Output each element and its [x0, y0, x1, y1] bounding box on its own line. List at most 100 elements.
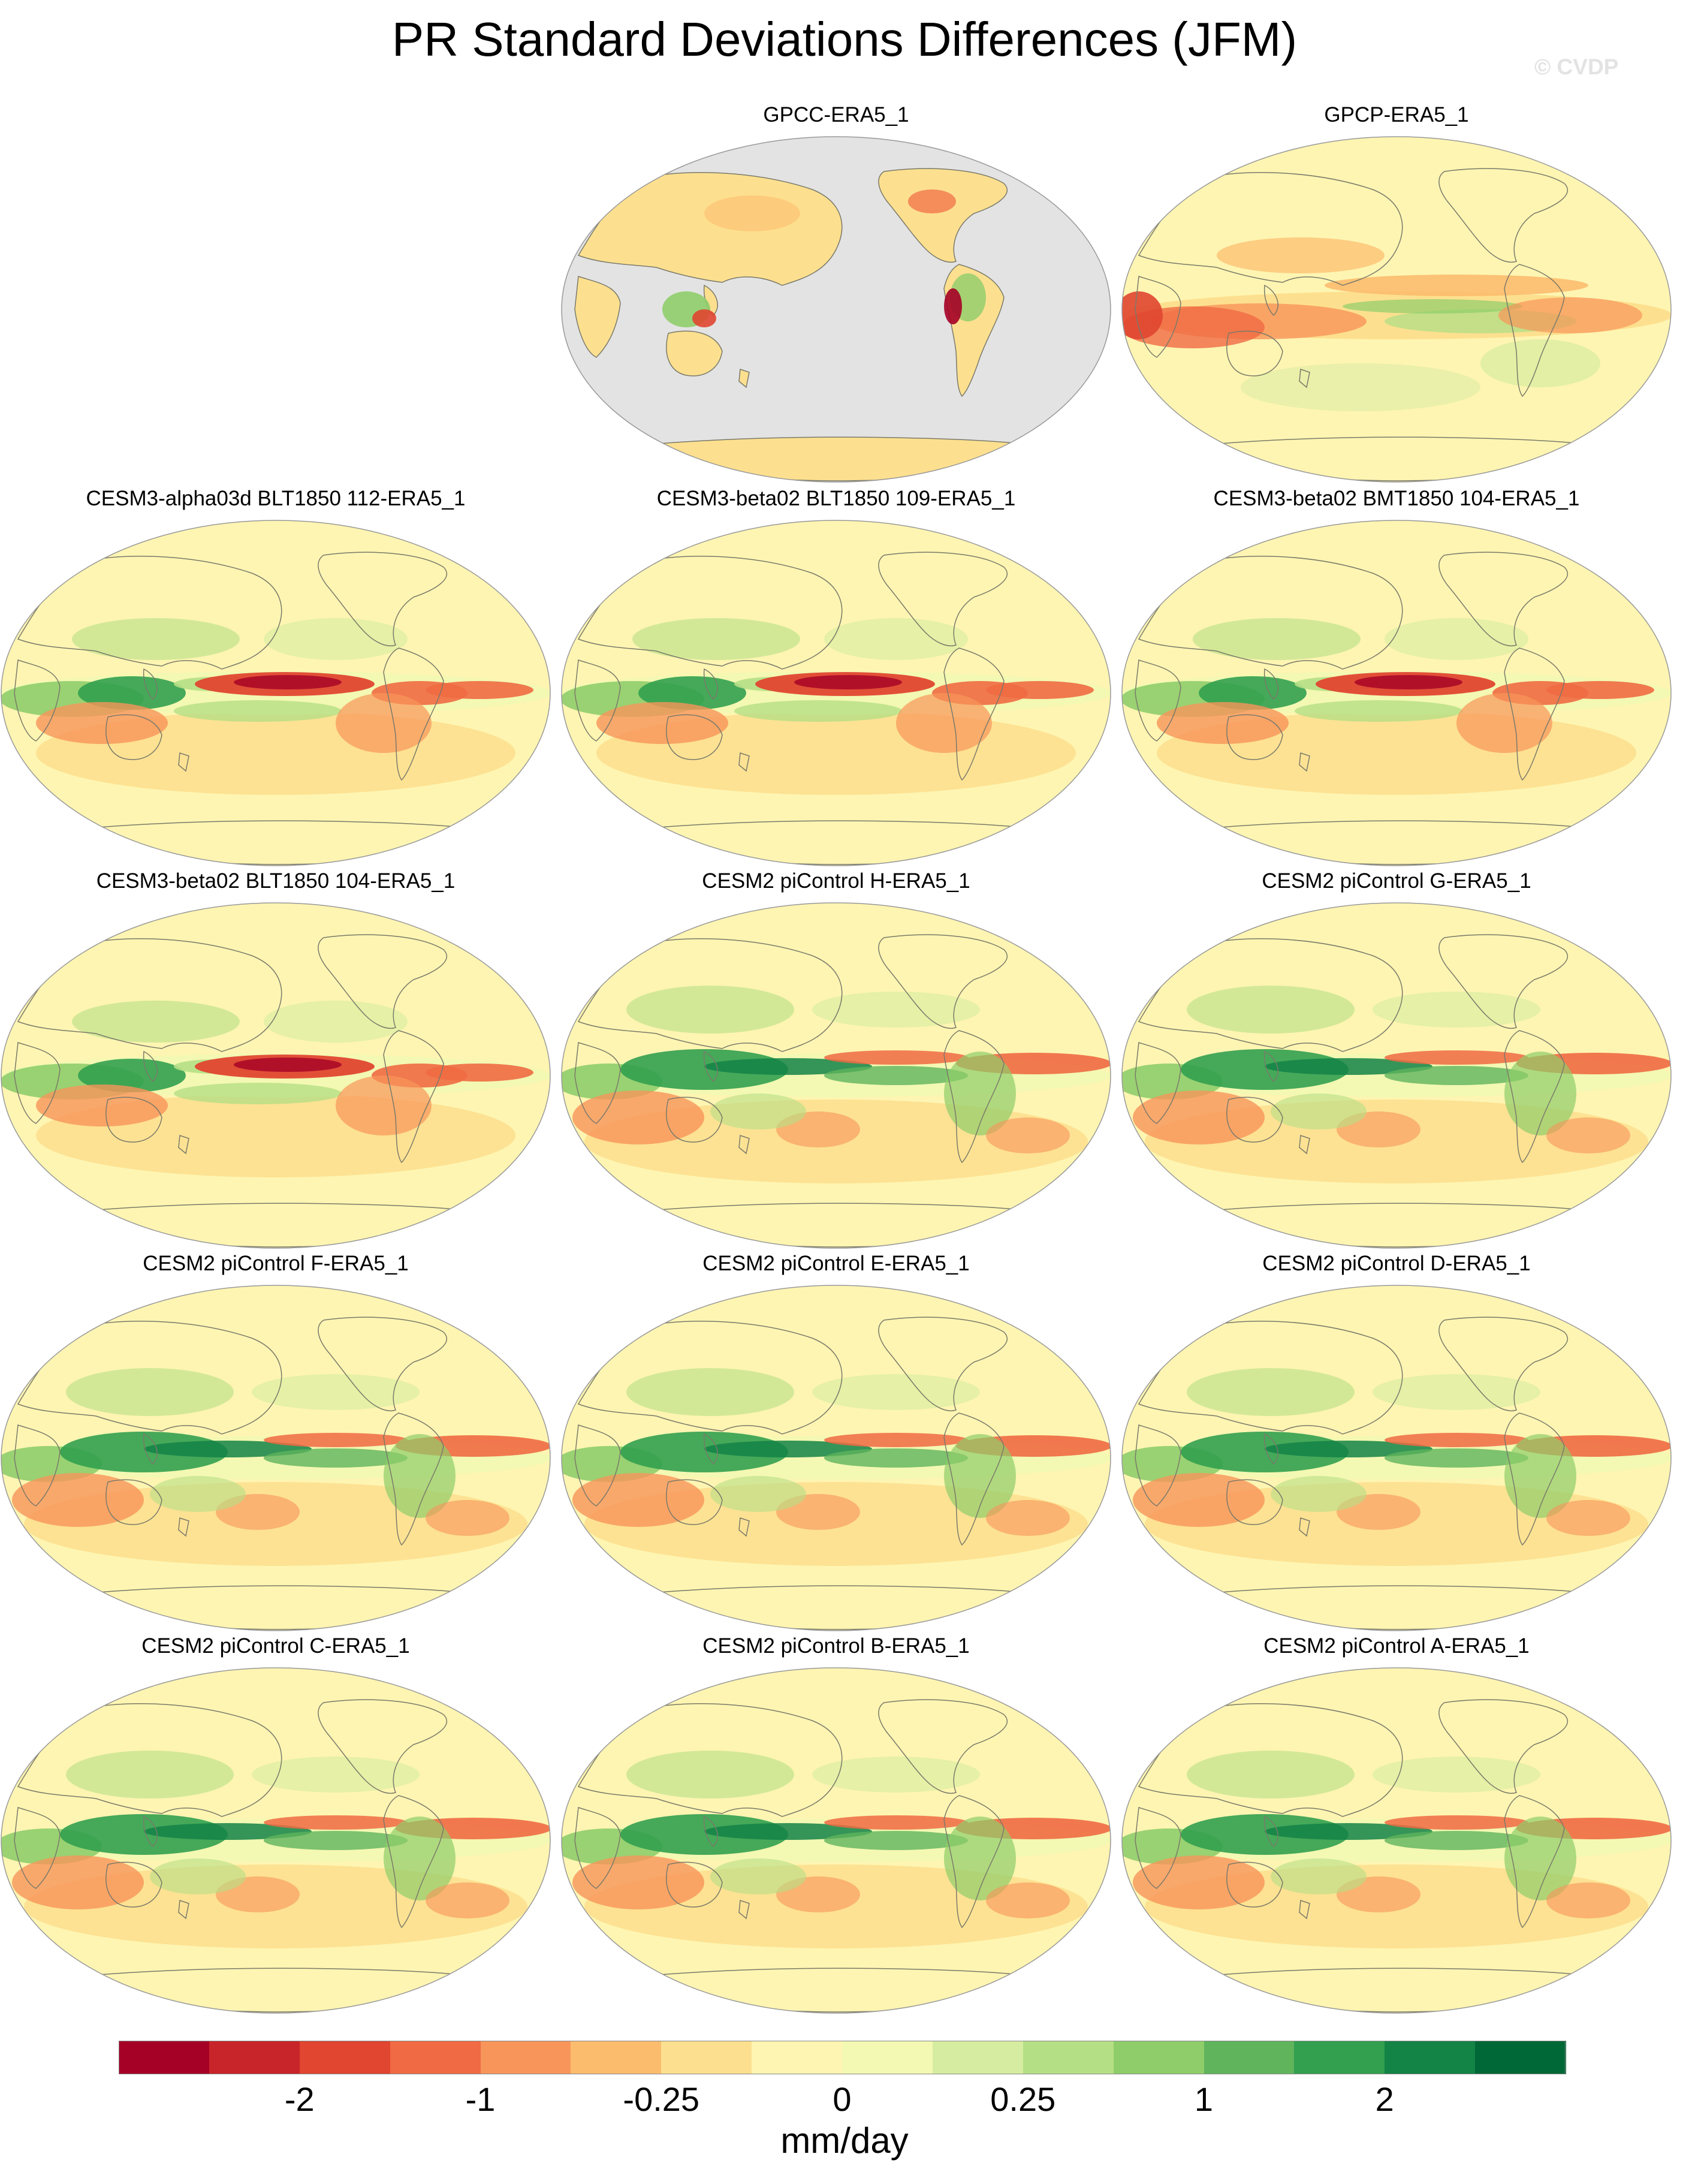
coastline	[1299, 1134, 1310, 1155]
colorbar	[119, 2041, 1567, 2074]
coastline	[1504, 647, 1565, 781]
coastline	[1299, 752, 1310, 772]
panel-title: CESM2 piControl G-ERA5_1	[1262, 869, 1531, 893]
coastline	[1226, 1479, 1283, 1525]
coastline	[878, 1699, 1008, 1794]
map-outline	[1121, 902, 1672, 1249]
colorbar-tick-label: -2	[284, 2080, 315, 2118]
map-panel: CESM2 piControl G-ERA5_1	[1121, 868, 1672, 1264]
coastline	[1138, 172, 1403, 286]
land-field	[666, 330, 723, 376]
coastline	[1438, 552, 1569, 646]
colorbar-box	[1385, 2041, 1476, 2074]
coastline	[1438, 168, 1569, 263]
coastline	[574, 1806, 621, 1889]
robinson-map	[561, 1667, 1111, 2014]
colorbar-box	[119, 2041, 210, 2074]
map-panel: CESM2 piControl E-ERA5_1	[560, 1251, 1112, 1646]
colorbar-tick-label: -0.25	[623, 2080, 700, 2118]
panel-title: CESM3-beta02 BLT1850 104-ERA5_1	[96, 869, 456, 893]
coastline	[1438, 1317, 1569, 1411]
coastline	[943, 1412, 1005, 1546]
robinson-map	[1121, 520, 1672, 866]
panel-title: CESM3-alpha03d BLT1850 112-ERA5_1	[86, 487, 466, 510]
colorbar-tick-label: 0.25	[990, 2080, 1056, 2118]
map-panel: CESM3-beta02 BLT1850 109-ERA5_1	[560, 486, 1112, 881]
robinson-map	[1, 520, 551, 866]
coastline	[1138, 556, 1403, 670]
robinson-map	[1, 902, 551, 1249]
colorbar-box	[209, 2041, 300, 2074]
map-panel: CESM3-beta02 BLT1850 104-ERA5_1	[0, 868, 551, 1264]
land-field	[878, 168, 1008, 263]
coastline	[143, 1815, 158, 1848]
colorbar-box	[571, 2041, 662, 2074]
coastline	[703, 1050, 718, 1083]
cvdp-watermark: © CVDP	[1534, 55, 1619, 79]
coastline	[14, 1424, 61, 1507]
coastline	[1263, 284, 1278, 317]
colorbar-tick-label: 1	[1194, 2080, 1214, 2118]
robinson-map	[1, 1667, 551, 2014]
coastline	[17, 556, 282, 670]
map-outline	[1, 1285, 551, 1631]
colorbar-box	[1204, 2041, 1295, 2074]
coastline	[318, 934, 448, 1029]
coastline	[577, 1703, 843, 1817]
coastline	[1263, 1050, 1278, 1083]
panel-title: CESM3-beta02 BLT1850 109-ERA5_1	[656, 487, 1016, 510]
coastline	[1138, 1703, 1403, 1817]
coastline	[574, 659, 621, 742]
coastline	[738, 1517, 750, 1537]
coastline	[1226, 714, 1283, 760]
land-field	[616, 436, 1071, 481]
panel-title: CESM2 piControl C-ERA5_1	[141, 1634, 410, 1658]
colorbar-tick-label: -1	[465, 2080, 496, 2118]
panel-title: CESM2 piControl H-ERA5_1	[702, 869, 970, 893]
coastline	[1226, 330, 1283, 376]
coastline	[14, 659, 61, 742]
coastline	[383, 647, 444, 781]
coastline	[666, 1861, 723, 1908]
robinson-map	[561, 520, 1111, 866]
map-panel: CESM2 piControl A-ERA5_1	[1121, 1633, 1672, 2029]
map-outline	[1121, 1285, 1672, 1631]
colorbar-box	[480, 2041, 572, 2074]
colorbar-box	[1113, 2041, 1205, 2074]
coastline	[1263, 1433, 1278, 1465]
panel-title: CESM2 piControl D-ERA5_1	[1262, 1252, 1531, 1275]
coastline	[1504, 1795, 1565, 1929]
coastline	[14, 1041, 61, 1124]
coastline	[666, 1096, 723, 1143]
colorbar-box	[932, 2041, 1024, 2074]
coastline	[17, 1703, 282, 1817]
map-panel: CESM2 piControl C-ERA5_1	[0, 1633, 551, 2029]
panel-title: CESM3-beta02 BMT1850 104-ERA5_1	[1213, 487, 1580, 510]
coastline	[1135, 1806, 1181, 1889]
coastline	[383, 1030, 444, 1164]
colorbar-box	[842, 2041, 933, 2074]
colorbar-box	[1294, 2041, 1386, 2074]
coastline	[1299, 368, 1310, 388]
colorbar-box	[752, 2041, 843, 2074]
robinson-map	[1121, 136, 1672, 483]
colorbar-box	[299, 2041, 391, 2074]
coastline	[318, 1317, 448, 1411]
map-outline	[561, 136, 1111, 483]
coastline	[577, 1321, 843, 1435]
coastline	[105, 1861, 162, 1908]
coastline	[318, 1699, 448, 1794]
coastline	[1504, 264, 1565, 397]
map-outline	[1, 1667, 551, 2014]
robinson-map	[561, 902, 1111, 1249]
robinson-map	[561, 1285, 1111, 1631]
coastline	[577, 556, 843, 670]
map-outline	[561, 1667, 1111, 2014]
coastline	[878, 1317, 1008, 1411]
map-outline	[1, 520, 551, 866]
coastline	[703, 668, 718, 700]
coastline	[178, 1899, 189, 1920]
coastline	[1438, 934, 1569, 1029]
coastline	[1135, 1424, 1181, 1507]
coastline	[17, 938, 282, 1052]
